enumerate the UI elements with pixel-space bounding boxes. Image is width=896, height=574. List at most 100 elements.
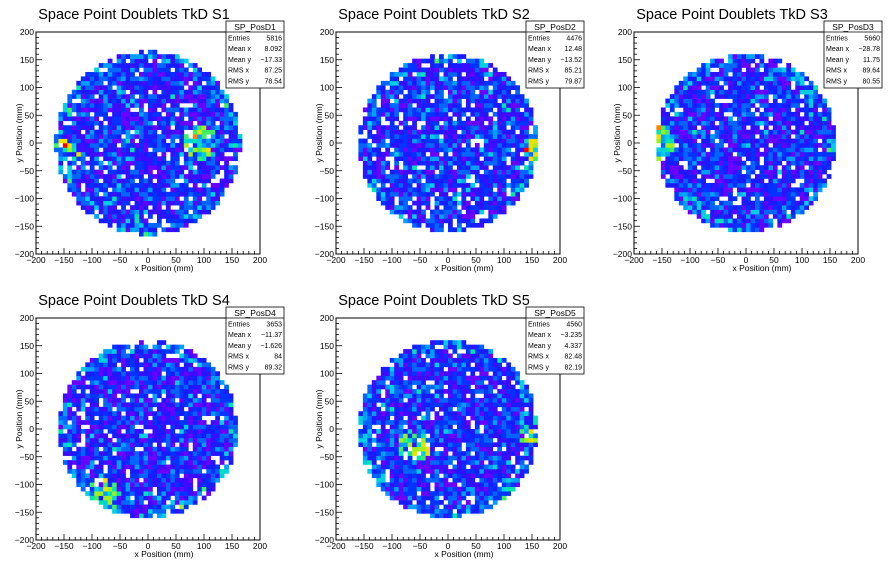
heatmap-cell	[215, 424, 220, 430]
heatmap-cell	[705, 160, 711, 166]
heatmap-cell	[228, 424, 234, 430]
heatmap-cell	[786, 103, 792, 108]
heatmap-cell	[470, 169, 476, 175]
heatmap-cell	[692, 80, 698, 86]
heatmap-cell	[76, 85, 82, 91]
heatmap-cell	[781, 182, 787, 188]
heatmap-cell	[683, 76, 689, 82]
heatmap-cell	[678, 187, 684, 193]
heatmap-cell	[786, 80, 792, 86]
heatmap-cell	[403, 116, 408, 122]
heatmap-cell	[139, 160, 144, 166]
heatmap-cell	[125, 222, 131, 228]
heatmap-cell	[215, 151, 220, 157]
heatmap-cell	[152, 508, 158, 514]
heatmap-cell	[416, 156, 422, 162]
heatmap-cell	[112, 94, 117, 99]
heatmap-cell	[121, 455, 126, 461]
heatmap-cell	[156, 437, 162, 443]
heatmap-cell	[701, 138, 706, 144]
heatmap-cell	[103, 71, 108, 77]
heatmap-cell	[737, 191, 742, 197]
heatmap-cell	[94, 424, 100, 430]
heatmap-cell	[746, 134, 751, 139]
heatmap-cell	[161, 349, 167, 354]
heatmap-cell	[215, 103, 220, 108]
heatmap-cell	[112, 486, 117, 492]
heatmap-cell	[367, 129, 373, 135]
heatmap-cell	[448, 67, 453, 73]
heatmap-cell	[210, 103, 216, 108]
heatmap-cell	[777, 143, 783, 148]
heatmap-cell	[143, 495, 149, 501]
heatmap-cell	[746, 103, 751, 108]
heatmap-cell	[710, 218, 715, 224]
heatmap-cell	[430, 227, 435, 233]
heatmap-cell	[103, 174, 108, 179]
heatmap-cell	[416, 111, 422, 117]
y-tick-label: −200	[15, 249, 34, 259]
heatmap-cell	[430, 143, 435, 148]
heatmap-cell	[452, 178, 458, 184]
heatmap-cell	[89, 98, 95, 104]
heatmap-cell	[174, 389, 180, 394]
heatmap-cell	[174, 191, 180, 197]
heatmap-cell	[808, 147, 814, 153]
heatmap-cell	[174, 58, 180, 64]
heatmap-cell	[421, 209, 426, 215]
heatmap-cell	[808, 120, 814, 126]
heatmap-cell	[228, 111, 234, 117]
heatmap-cell	[224, 94, 229, 99]
heatmap-cell	[705, 205, 711, 210]
heatmap-cell	[777, 111, 783, 117]
heatmap-cell	[719, 174, 724, 179]
heatmap-cell	[94, 486, 100, 492]
heatmap-cell	[98, 63, 104, 68]
heatmap-cell	[524, 182, 529, 188]
heatmap-cell	[439, 214, 444, 219]
heatmap-cell	[528, 143, 534, 148]
heatmap-cell	[143, 397, 149, 403]
heatmap-cell	[174, 125, 180, 130]
heatmap-cell	[156, 500, 162, 505]
heatmap-cell	[152, 156, 158, 162]
heatmap-cell	[483, 89, 489, 95]
heatmap-cell	[183, 468, 189, 474]
heatmap-cell	[152, 94, 158, 99]
heatmap-cell	[170, 500, 176, 505]
axis-ticks	[35, 317, 261, 541]
heatmap-cell	[161, 178, 167, 184]
heatmap-cell	[116, 482, 122, 488]
heatmap-cell	[389, 151, 395, 157]
heatmap-cell	[134, 85, 140, 91]
heatmap-cell	[741, 165, 747, 170]
heatmap-cell	[367, 165, 373, 170]
heatmap-cell	[192, 415, 198, 421]
heatmap-cell	[116, 344, 122, 350]
heatmap-cell	[674, 196, 680, 202]
heatmap-cell	[781, 103, 787, 108]
heatmap-cell	[89, 411, 95, 416]
heatmap-cell	[759, 205, 765, 210]
heatmap-cell	[121, 375, 126, 381]
heatmap-cell	[683, 174, 689, 179]
heatmap-cell	[389, 134, 395, 139]
heatmap-cell	[148, 178, 153, 184]
heatmap-cell	[139, 134, 144, 139]
heatmap-cell	[763, 89, 769, 95]
heatmap-cell	[116, 353, 122, 359]
heatmap-cell	[116, 375, 122, 381]
heatmap-cell	[474, 63, 480, 68]
heatmap-cell	[130, 125, 135, 130]
heatmap-cell	[394, 187, 400, 193]
heatmap-cell	[134, 362, 140, 368]
heatmap-cell	[179, 165, 185, 170]
heatmap-cell	[492, 160, 498, 166]
heatmap-cell	[116, 182, 122, 188]
heatmap-cell	[112, 415, 117, 421]
heatmap-cell	[76, 129, 82, 135]
heatmap-cell	[772, 151, 778, 157]
heatmap-cell	[197, 433, 203, 439]
heatmap-cell	[53, 134, 59, 139]
heatmap-cell	[456, 143, 462, 148]
